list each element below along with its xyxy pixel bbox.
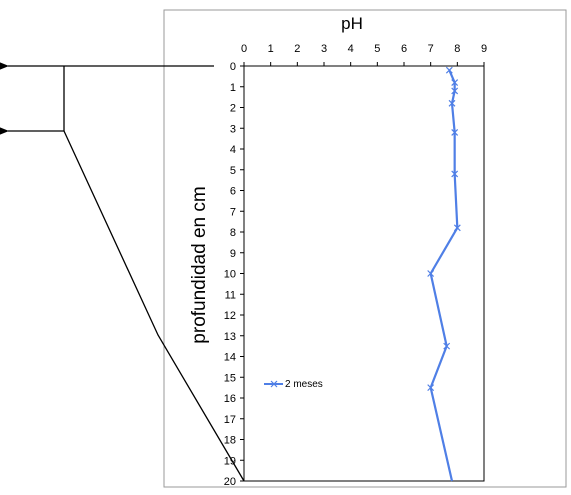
legend-marker [270, 380, 278, 388]
y-tick-label: 2 [230, 103, 236, 115]
x-tick-label: 2 [294, 43, 300, 55]
y-tick-label: 19 [224, 455, 236, 467]
x-tick-label: 9 [481, 43, 487, 55]
y-tick-label: 8 [230, 227, 236, 239]
data-point [427, 384, 435, 392]
series-layer [427, 66, 461, 482]
y-tick-label: 12 [224, 310, 236, 322]
y-tick-label: 0 [230, 61, 236, 73]
x-tick-label: 5 [374, 43, 380, 55]
y-tick-label: 11 [225, 289, 236, 301]
chart-frame [163, 9, 567, 488]
x-tick-label: 7 [428, 43, 434, 55]
y-tick-label: 1 [230, 82, 236, 94]
y-tick-label: 9 [230, 248, 236, 260]
y-tick-label: 13 [224, 331, 236, 343]
legend-label: 2 meses [285, 379, 323, 390]
y-tick-label: 14 [224, 352, 236, 364]
data-point [451, 170, 459, 178]
x-tick-label: 4 [348, 43, 354, 55]
data-point [451, 128, 459, 136]
y-tick-label: 3 [230, 123, 236, 135]
x-tick-label: 1 [268, 43, 274, 55]
chart-title: pH [341, 14, 363, 33]
y-tick-label: 17 [224, 414, 236, 426]
x-tick-label: 8 [454, 43, 460, 55]
x-tick-label: 3 [321, 43, 327, 55]
y-tick-label: 15 [224, 372, 236, 384]
y-tick-label: 20 [224, 476, 236, 488]
y-tick-label: 7 [230, 206, 236, 218]
expansion-line [63, 130, 245, 482]
y-axis-label: profundidad en cm [189, 186, 210, 343]
data-point [427, 270, 435, 277]
x-tick-label: 0 [241, 43, 247, 55]
y-tick-label: 18 [224, 435, 236, 447]
depth-annotation [0, 62, 245, 482]
y-tick-label: 4 [230, 144, 236, 156]
data-point [451, 79, 459, 87]
data-point [445, 66, 453, 74]
data-point [451, 87, 459, 95]
x-tick-label: 6 [401, 43, 407, 55]
y-tick-label: 10 [224, 269, 236, 281]
legend: 2 meses [264, 379, 323, 390]
y-tick-label: 6 [230, 186, 236, 198]
y-tick-label: 16 [224, 393, 236, 405]
y-tick-label: 5 [230, 165, 236, 177]
data-point [453, 224, 461, 232]
data-point [448, 99, 456, 107]
data-point [443, 342, 451, 350]
x-axis: 0 1 2 3 4 5 6 7 8 9 [241, 43, 487, 66]
